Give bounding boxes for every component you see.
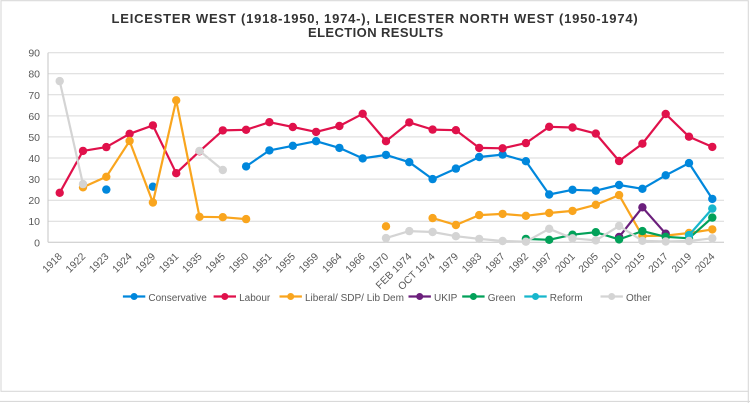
svg-text:60: 60: [28, 111, 40, 123]
svg-text:Conservative: Conservative: [148, 293, 207, 304]
svg-text:30: 30: [28, 174, 40, 186]
svg-text:Liberal/ SDP/ Lib Dem: Liberal/ SDP/ Lib Dem: [305, 293, 404, 304]
svg-text:Reform: Reform: [550, 293, 583, 304]
svg-text:80: 80: [28, 69, 40, 81]
svg-text:70: 70: [28, 90, 40, 102]
svg-text:90: 90: [28, 48, 40, 60]
svg-text:10: 10: [28, 216, 40, 228]
svg-text:LEICESTER WEST (1918-1950, 197: LEICESTER WEST (1918-1950, 1974-), LEICE…: [112, 11, 639, 26]
svg-text:40: 40: [28, 153, 40, 165]
svg-text:50: 50: [28, 132, 40, 144]
svg-text:ELECTION RESULTS: ELECTION RESULTS: [308, 25, 444, 40]
svg-text:20: 20: [28, 195, 40, 207]
svg-text:Labour: Labour: [239, 293, 271, 304]
svg-text:0: 0: [34, 237, 40, 249]
svg-text:UKIP: UKIP: [434, 293, 458, 304]
svg-text:Other: Other: [626, 293, 652, 304]
svg-text:Green: Green: [488, 293, 516, 304]
